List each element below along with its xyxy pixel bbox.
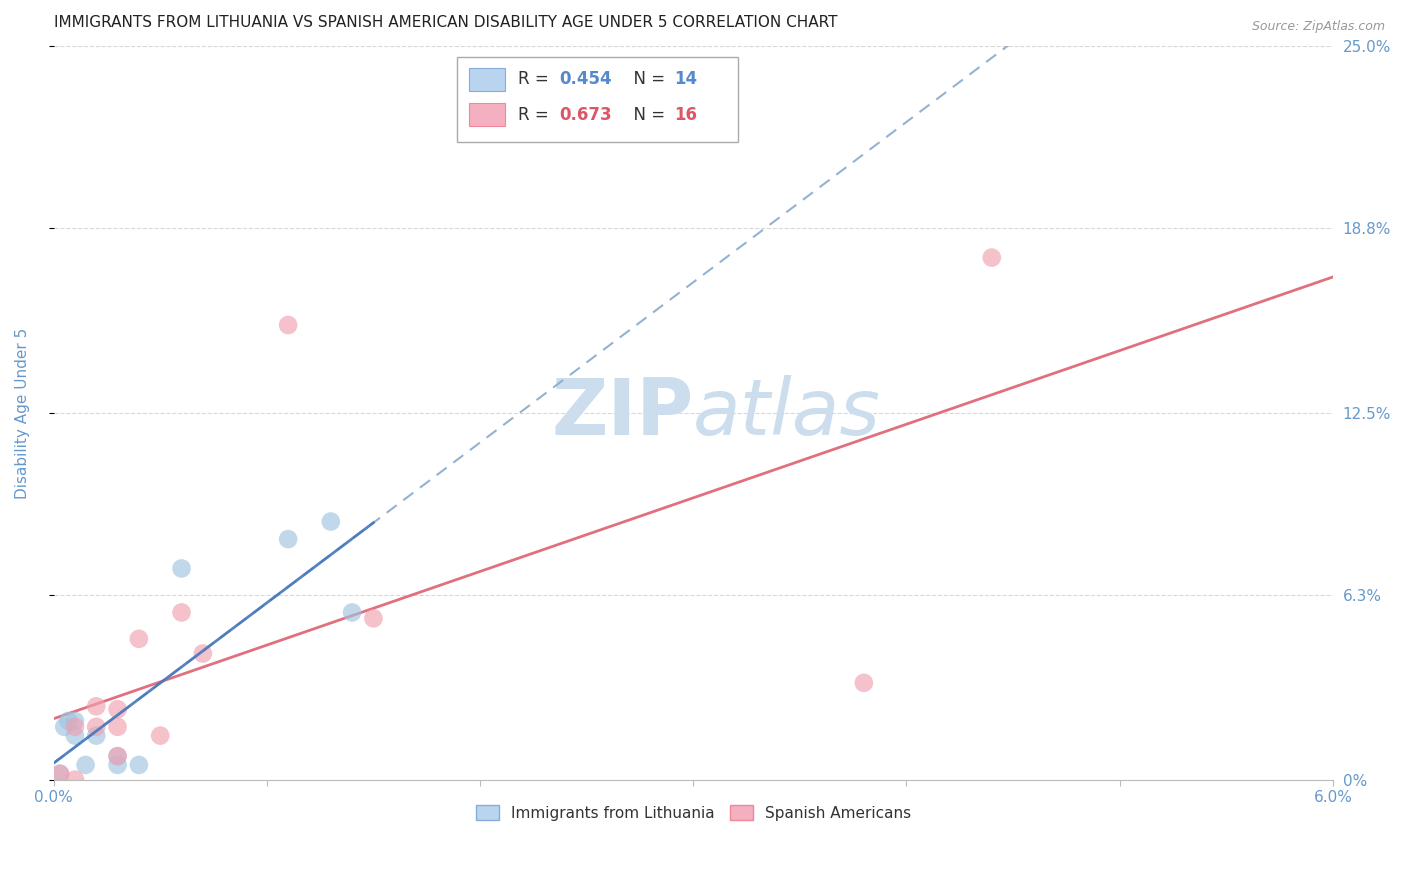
Y-axis label: Disability Age Under 5: Disability Age Under 5	[15, 327, 30, 499]
Point	[84, 699, 107, 714]
Text: 0.673: 0.673	[560, 105, 612, 124]
Text: ZIP: ZIP	[551, 375, 693, 451]
Point	[107, 749, 129, 764]
Text: Source: ZipAtlas.com: Source: ZipAtlas.com	[1251, 20, 1385, 33]
Point	[107, 749, 129, 764]
Text: 0.454: 0.454	[560, 70, 612, 88]
Text: N =: N =	[623, 105, 671, 124]
Text: R =: R =	[517, 105, 554, 124]
Point	[191, 647, 214, 661]
Point	[58, 714, 80, 728]
Point	[128, 758, 150, 772]
Point	[149, 729, 172, 743]
Text: IMMIGRANTS FROM LITHUANIA VS SPANISH AMERICAN DISABILITY AGE UNDER 5 CORRELATION: IMMIGRANTS FROM LITHUANIA VS SPANISH AME…	[53, 15, 837, 30]
Point	[84, 729, 107, 743]
Point	[852, 676, 875, 690]
Text: 14: 14	[673, 70, 697, 88]
Text: atlas: atlas	[693, 375, 882, 451]
Point	[107, 720, 129, 734]
Point	[75, 758, 97, 772]
Text: R =: R =	[517, 70, 554, 88]
Point	[53, 720, 76, 734]
Point	[277, 318, 299, 332]
FancyBboxPatch shape	[470, 103, 505, 127]
Point	[107, 702, 129, 716]
Point	[980, 251, 1002, 265]
Point	[170, 606, 193, 620]
Text: 16: 16	[673, 105, 697, 124]
Point	[340, 606, 363, 620]
Point	[128, 632, 150, 646]
Point	[170, 561, 193, 575]
Point	[49, 766, 72, 780]
FancyBboxPatch shape	[470, 68, 505, 91]
FancyBboxPatch shape	[457, 57, 738, 142]
Point	[63, 772, 86, 787]
Point	[49, 766, 72, 780]
Point	[84, 720, 107, 734]
Point	[363, 611, 385, 625]
Point	[319, 515, 342, 529]
Point	[63, 714, 86, 728]
Text: N =: N =	[623, 70, 671, 88]
Legend: Immigrants from Lithuania, Spanish Americans: Immigrants from Lithuania, Spanish Ameri…	[470, 799, 917, 827]
Point	[277, 532, 299, 546]
Point	[63, 720, 86, 734]
Point	[63, 729, 86, 743]
Point	[107, 758, 129, 772]
